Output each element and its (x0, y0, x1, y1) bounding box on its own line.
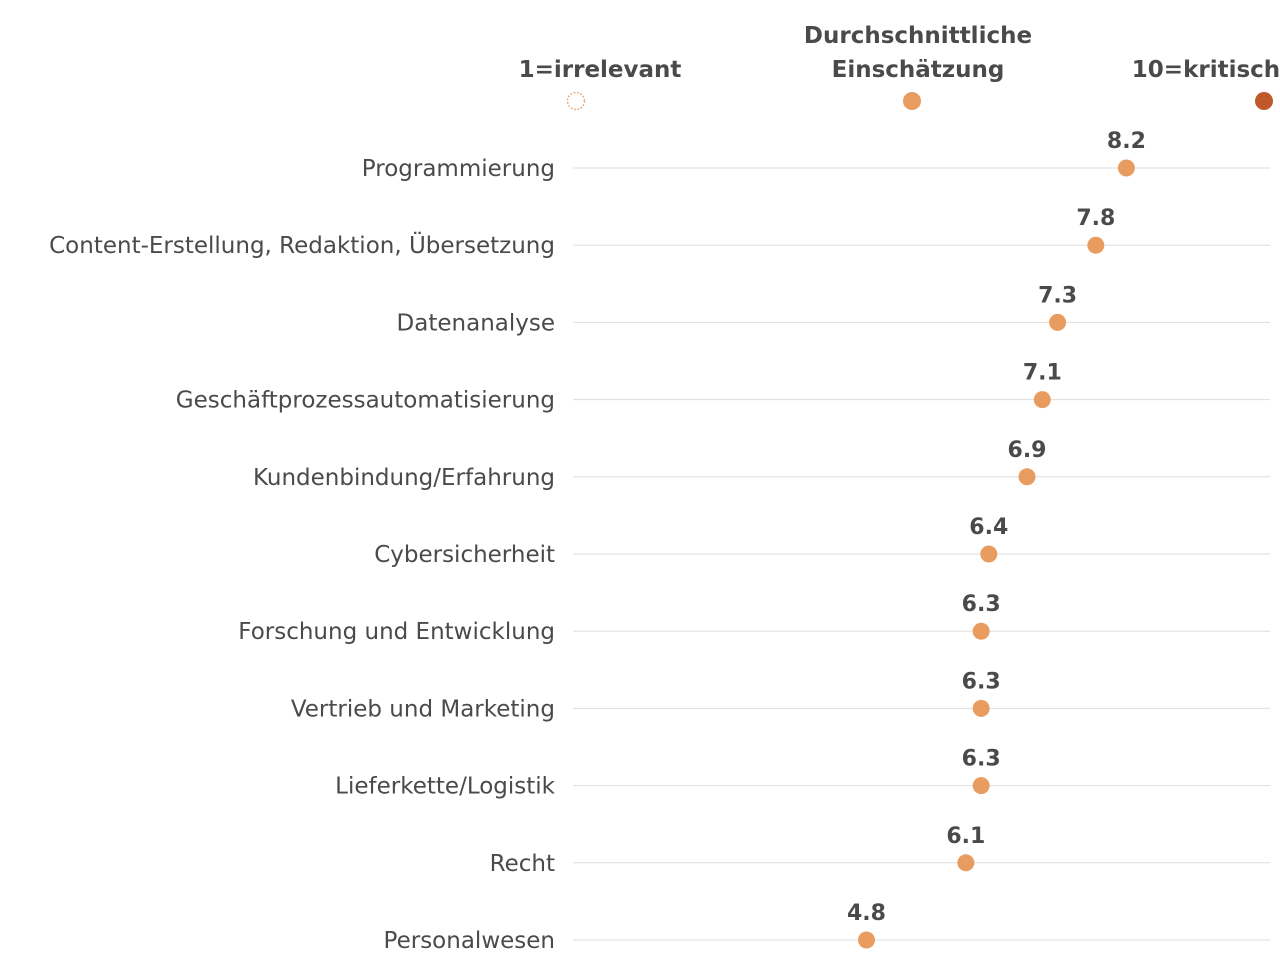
data-point (1049, 313, 1067, 331)
legend-item-0: 1=irrelevant (519, 57, 682, 111)
category-label: Recht (490, 851, 555, 877)
data-point (980, 545, 998, 563)
legend-item-1: Durchschnittliche Einschätzung (804, 23, 1032, 110)
chart-row: Personalwesen 4.8 (384, 901, 1270, 954)
legend-label: 10=kritisch (1132, 57, 1280, 83)
legend-label: Durchschnittliche (804, 23, 1032, 49)
chart-row: Programmierung 8.2 (362, 129, 1270, 182)
chart-row: Forschung und Entwicklung 6.3 (238, 592, 1270, 645)
category-label: Geschäftprozessautomatisierung (176, 388, 555, 414)
category-label: Lieferkette/Logistik (335, 774, 556, 800)
data-point (972, 699, 990, 717)
data-point (1117, 159, 1135, 177)
category-label: Programmierung (362, 156, 555, 182)
chart-row: Content-Erstellung, Redaktion, Übersetzu… (49, 206, 1270, 259)
value-label: 6.4 (969, 515, 1008, 540)
chart-row: Recht 6.1 (490, 824, 1270, 877)
value-label: 7.3 (1038, 283, 1077, 308)
data-point (1087, 236, 1105, 254)
category-label: Cybersicherheit (374, 542, 555, 568)
legend-marker-irrelevant (566, 91, 586, 111)
category-label: Vertrieb und Marketing (291, 696, 555, 722)
data-point (1033, 391, 1051, 409)
value-label: 7.1 (1023, 361, 1062, 386)
chart-row: Cybersicherheit 6.4 (374, 515, 1270, 568)
chart-rows: Programmierung 8.2 Content-Erstellung, Red… (49, 129, 1270, 954)
category-label: Content-Erstellung, Redaktion, Übersetzu… (49, 231, 555, 259)
category-label: Forschung und Entwicklung (238, 619, 555, 645)
data-point (972, 777, 990, 795)
legend-marker-critical (1255, 92, 1273, 110)
chart-row: Vertrieb und Marketing 6.3 (291, 669, 1270, 722)
value-label: 7.8 (1076, 206, 1115, 231)
data-point (957, 854, 975, 872)
chart-row: Datenanalyse 7.3 (397, 283, 1270, 336)
chart-row: Geschäftprozessautomatisierung 7.1 (176, 361, 1270, 414)
category-label: Personalwesen (384, 928, 555, 954)
chart-legend: 1=irrelevant Durchschnittliche Einschätzun… (519, 23, 1280, 111)
legend-label: 1=irrelevant (519, 57, 682, 83)
data-point (1018, 468, 1036, 486)
value-label: 6.1 (946, 824, 985, 849)
value-label: 6.3 (962, 669, 1001, 694)
value-label: 6.9 (1008, 438, 1047, 463)
category-label: Datenanalyse (397, 310, 555, 336)
value-label: 6.3 (962, 747, 1001, 772)
category-label: Kundenbindung/Erfahrung (253, 465, 555, 491)
data-point (857, 931, 875, 949)
value-label: 6.3 (962, 592, 1001, 617)
chart-row: Lieferkette/Logistik 6.3 (335, 747, 1270, 800)
value-label: 4.8 (847, 901, 886, 926)
legend-item-2: 10=kritisch (1132, 57, 1280, 110)
value-label: 8.2 (1107, 129, 1146, 154)
legend-marker-average (903, 92, 921, 110)
data-point (972, 622, 990, 640)
legend-label: Einschätzung (832, 57, 1005, 83)
chart-row: Kundenbindung/Erfahrung 6.9 (253, 438, 1270, 491)
